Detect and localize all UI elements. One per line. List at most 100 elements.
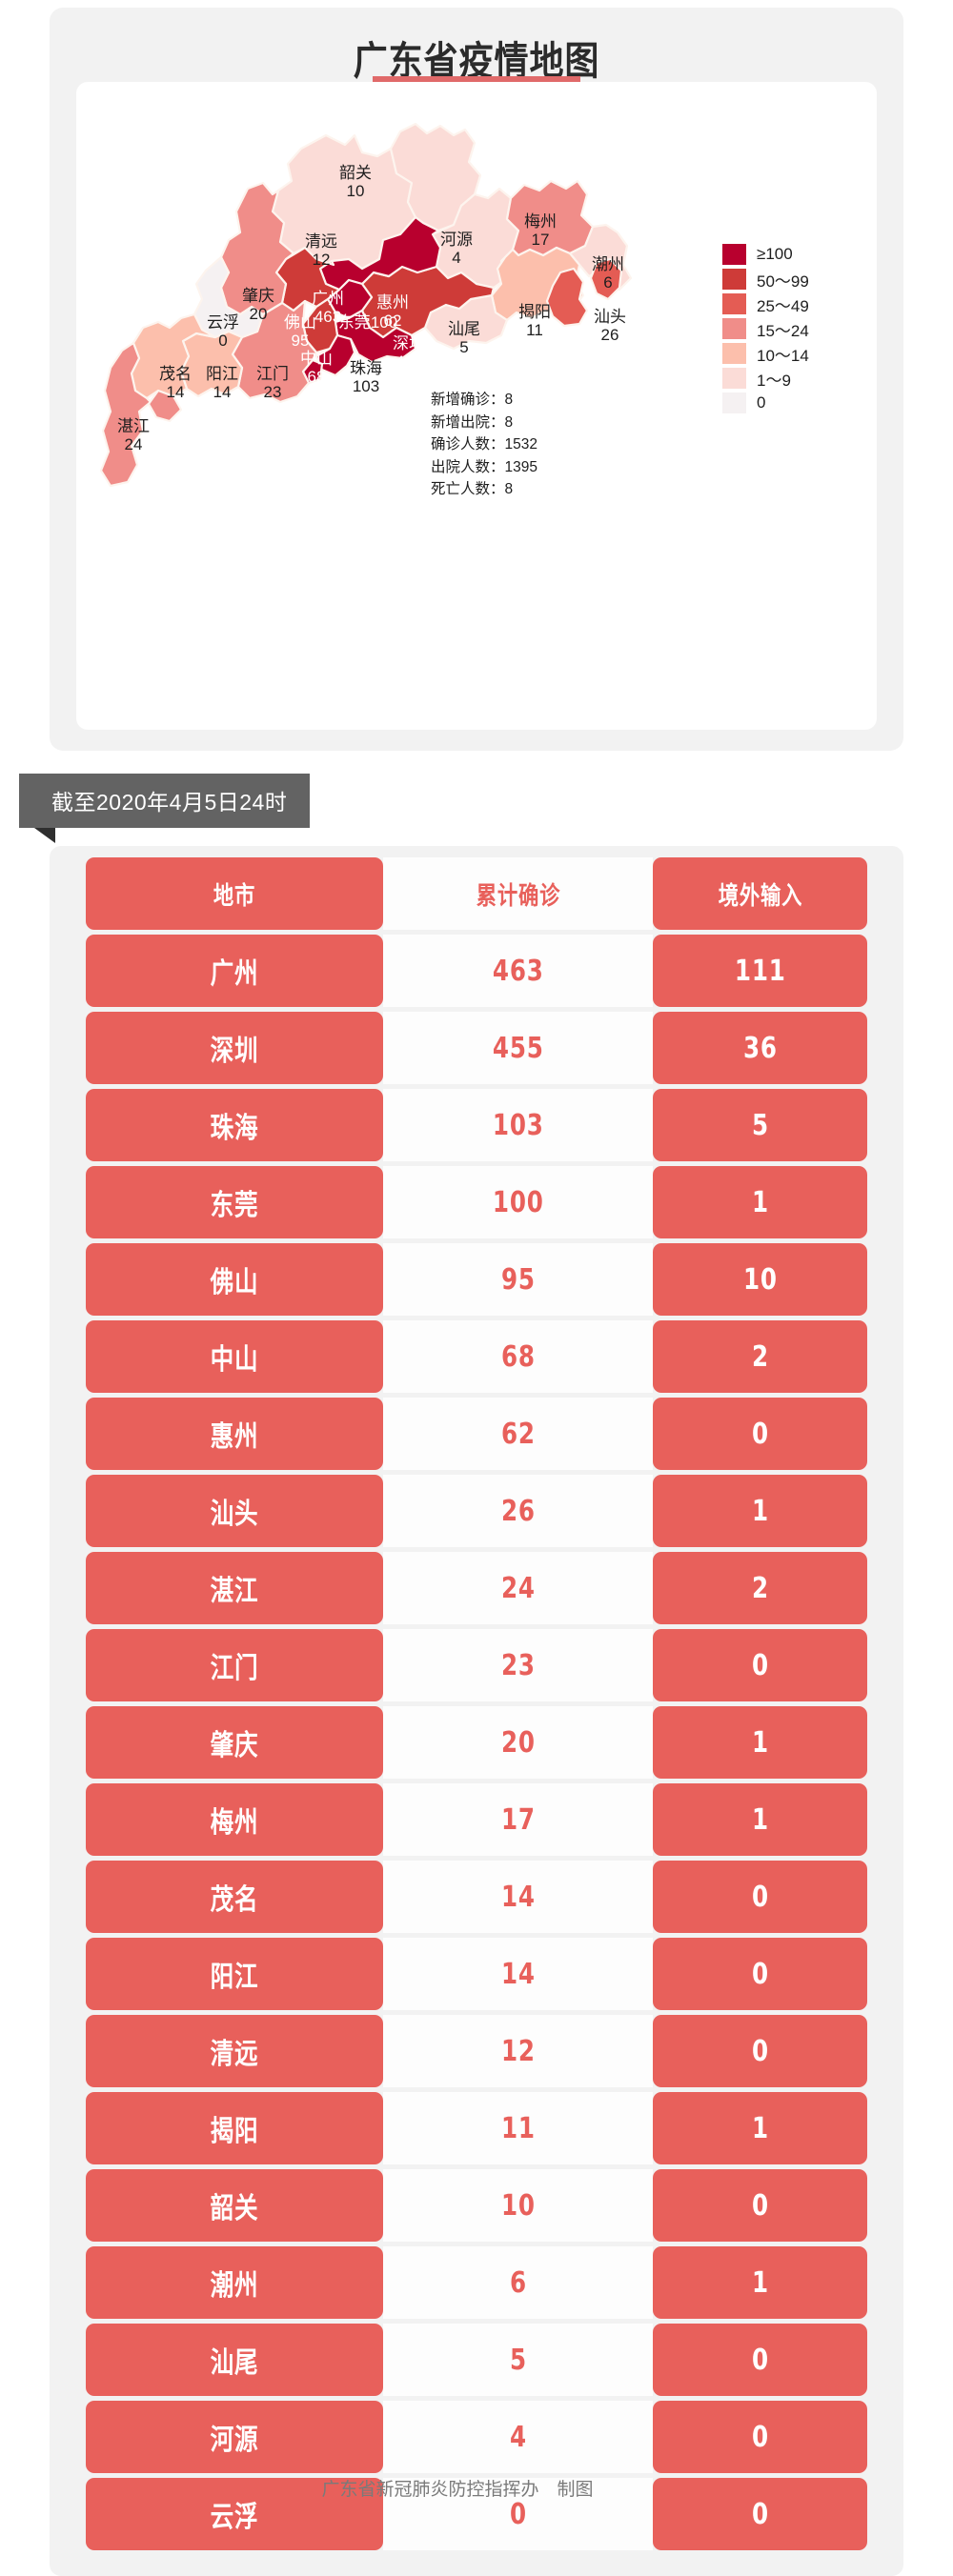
stat-row: 新增确诊：8	[431, 389, 537, 412]
cell-city: 珠海	[86, 1089, 384, 1161]
cell-city: 深圳	[86, 1012, 384, 1084]
table-row[interactable]: 中山 68 2	[50, 1320, 903, 1393]
cell-confirmed: 0	[383, 2478, 654, 2550]
cell-city: 茂名	[86, 1861, 384, 1933]
legend-row: 25～49	[722, 292, 809, 316]
legend-row: 1～9	[722, 366, 809, 391]
region-yangjiang	[179, 330, 244, 398]
table-row[interactable]: 梅州 17 1	[50, 1783, 903, 1856]
cell-city: 汕尾	[86, 2324, 384, 2396]
legend-label: 15～24	[757, 321, 809, 340]
cell-city: 肇庆	[86, 1706, 384, 1779]
cell-confirmed-text: 100	[493, 1185, 544, 1219]
table-row[interactable]: 河源 4 0	[50, 2401, 903, 2473]
cell-city-text: 云浮	[210, 2501, 259, 2534]
table-row[interactable]: 阳江 14 0	[50, 1938, 903, 2010]
cell-imported: 0	[653, 1861, 867, 1933]
table-row[interactable]: 潮州 6 1	[50, 2246, 903, 2319]
cell-city-text: 肇庆	[210, 1729, 259, 1762]
table-row[interactable]: 云浮 0 0	[50, 2478, 903, 2550]
stat-label: 确诊人数	[431, 436, 491, 453]
stat-value: 8	[504, 392, 514, 408]
table-row[interactable]: 东莞 100 1	[50, 1166, 903, 1238]
cell-confirmed-text: 0	[509, 2497, 527, 2531]
cell-imported-text: 111	[734, 954, 786, 988]
legend-swatch	[722, 368, 746, 389]
cell-imported-text: 0	[751, 2420, 769, 2454]
cell-city: 韶关	[86, 2169, 384, 2242]
stat-value: 1532	[504, 436, 538, 453]
cell-confirmed: 12	[383, 2015, 654, 2087]
table-row[interactable]: 揭阳 11 1	[50, 2092, 903, 2164]
cell-city-text: 东莞	[210, 1189, 259, 1222]
legend-label: 10～14	[757, 346, 809, 365]
table-row[interactable]: 广州 463 111	[50, 935, 903, 1007]
table-row[interactable]: 清远 12 0	[50, 2015, 903, 2087]
cell-confirmed-text: 95	[500, 1262, 536, 1297]
stat-label: 死亡人数	[431, 481, 491, 498]
legend-swatch	[722, 343, 746, 364]
table-row[interactable]: 珠海 103 5	[50, 1089, 903, 1161]
cell-city-text: 佛山	[210, 1266, 259, 1299]
legend-label: 25～49	[757, 296, 809, 315]
cell-confirmed-text: 463	[493, 954, 544, 988]
cell-confirmed-text: 103	[493, 1108, 544, 1142]
map-stats-block: 新增确诊：8 新增出院：8 确诊人数：1532 出院人数：1395 死亡人数：8	[431, 389, 537, 501]
table-row[interactable]: 肇庆 20 1	[50, 1706, 903, 1779]
cell-imported-text: 2	[751, 1571, 769, 1605]
cell-confirmed: 95	[383, 1243, 654, 1316]
cell-imported-text: 0	[751, 2188, 769, 2223]
stat-separator: ：	[490, 458, 505, 475]
table-row[interactable]: 湛江 24 2	[50, 1552, 903, 1624]
cell-confirmed: 20	[383, 1706, 654, 1779]
cell-imported: 0	[653, 2324, 867, 2396]
cell-city: 东莞	[86, 1166, 384, 1238]
cell-confirmed: 14	[383, 1861, 654, 1933]
stat-separator: ：	[490, 392, 505, 408]
cell-city: 梅州	[86, 1783, 384, 1856]
legend-swatch	[722, 244, 746, 265]
column-header-confirmed: 累计确诊	[383, 857, 654, 930]
cell-imported: 5	[653, 1089, 867, 1161]
table-row[interactable]: 茂名 14 0	[50, 1861, 903, 1933]
table-row[interactable]: 惠州 62 0	[50, 1398, 903, 1470]
cell-city-text: 汕尾	[210, 2346, 259, 2380]
table-row[interactable]: 汕头 26 1	[50, 1475, 903, 1547]
table-row[interactable]: 佛山 95 10	[50, 1243, 903, 1316]
table-row[interactable]: 汕尾 5 0	[50, 2324, 903, 2396]
cell-confirmed-text: 4	[509, 2420, 527, 2454]
title-underline	[373, 76, 580, 85]
map-legend: ≥100 50～99 25～49 15～24 10～14 1～9 0	[722, 242, 809, 415]
cell-confirmed: 62	[383, 1398, 654, 1470]
cell-imported: 0	[653, 1629, 867, 1701]
cell-city-text: 河源	[210, 2424, 259, 2457]
cell-imported-text: 1	[751, 2111, 769, 2145]
legend-row: ≥100	[722, 242, 809, 267]
stat-separator: ：	[490, 413, 505, 431]
legend-row: 15～24	[722, 316, 809, 341]
legend-label: ≥100	[757, 245, 793, 263]
legend-label: 0	[757, 393, 766, 412]
cell-confirmed: 23	[383, 1629, 654, 1701]
cell-confirmed-text: 12	[500, 2034, 536, 2068]
cell-imported: 1	[653, 2092, 867, 2164]
table-row[interactable]: 深圳 455 36	[50, 1012, 903, 1084]
cell-city: 河源	[86, 2401, 384, 2473]
column-header-confirmed-text: 累计确诊	[476, 881, 561, 911]
cell-confirmed: 463	[383, 935, 654, 1007]
cell-imported-text: 0	[751, 2034, 769, 2068]
cell-imported-text: 36	[742, 1031, 778, 1065]
cell-imported: 0	[653, 1398, 867, 1470]
cell-confirmed: 11	[383, 2092, 654, 2164]
date-ribbon: 截至2020年4月5日24时	[19, 774, 311, 828]
date-ribbon-wrap: 截至2020年4月5日24时	[19, 774, 311, 843]
cell-city: 湛江	[86, 1552, 384, 1624]
cell-city: 中山	[86, 1320, 384, 1393]
legend-swatch	[722, 318, 746, 339]
map-card: 广东省疫情地图	[50, 8, 903, 751]
cell-city-text: 江门	[210, 1652, 259, 1685]
column-header-imported: 境外输入	[653, 857, 867, 930]
table-row[interactable]: 韶关 10 0	[50, 2169, 903, 2242]
cell-confirmed: 5	[383, 2324, 654, 2396]
table-row[interactable]: 江门 23 0	[50, 1629, 903, 1701]
